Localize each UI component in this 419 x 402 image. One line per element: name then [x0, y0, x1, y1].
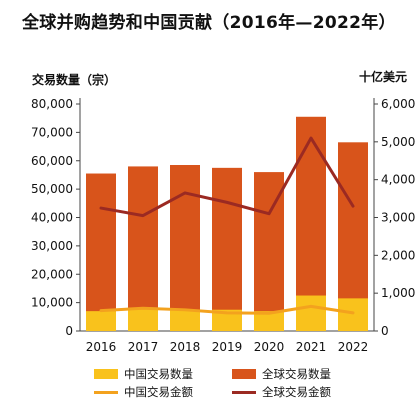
- legend-item-global-value: 全球交易金额: [232, 384, 331, 400]
- left-axis-tick-label: 60,000: [31, 154, 73, 168]
- left-axis-tick-label: 20,000: [31, 267, 73, 281]
- bar-global-count: [170, 165, 200, 331]
- right-axis-tick-label: 6,000: [381, 97, 415, 111]
- left-axis-tick-label: 50,000: [31, 182, 73, 196]
- right-axis-tick-label: 2,000: [381, 248, 415, 262]
- legend-item-china-count: 中国交易数量: [94, 366, 193, 382]
- x-axis-tick-label: 2018: [170, 340, 201, 354]
- line-global-value: [99, 136, 355, 218]
- left-axis-tick-label: 30,000: [31, 239, 73, 253]
- x-axis-tick-label: 2019: [212, 340, 243, 354]
- right-axis-tick-label: 3,000: [381, 211, 415, 225]
- legend-label-global-count: 全球交易数量: [262, 367, 331, 381]
- bar-china-count: [296, 295, 326, 331]
- left-axis-tick-label: 80,000: [31, 97, 73, 111]
- left-axis-title: 交易数量（宗）: [32, 73, 117, 87]
- right-axis-tick-label: 4,000: [381, 173, 415, 187]
- left-axis-tick-label: 0: [65, 324, 73, 338]
- right-axis-tick-label: 1,000: [381, 286, 415, 300]
- x-axis-tick-label: 2021: [296, 340, 327, 354]
- right-axis-tick-label: 0: [381, 324, 389, 338]
- legend-swatch-china-count: [94, 369, 118, 379]
- bar-global-count: [86, 173, 116, 331]
- chart-title: 全球并购趋势和中国贡献（2016年—2022年）: [22, 13, 396, 33]
- legend-swatch-china-value: [94, 390, 118, 394]
- chart-plot: 0 10,000 20,000 30,000 40,000 50,000 60,000 70,…: [31, 97, 415, 354]
- legend-swatch-global-value: [232, 390, 256, 394]
- x-axis-tick-label: 2016: [86, 340, 117, 354]
- bar-global-count: [128, 166, 158, 331]
- x-axis-tick-label: 2022: [338, 340, 369, 354]
- left-axis-tick-label: 40,000: [31, 211, 73, 225]
- bar-china-count: [254, 311, 284, 331]
- legend-label-china-value: 中国交易金额: [124, 385, 193, 399]
- x-axis-tick-label: 2020: [254, 340, 285, 354]
- bar-global-count: [212, 167, 242, 331]
- bar-china-count: [86, 311, 116, 331]
- bar-china-count: [128, 308, 158, 331]
- bar-china-count: [170, 309, 200, 331]
- legend-item-china-value: 中国交易金额: [94, 384, 193, 400]
- legend-swatch-global-count: [232, 369, 256, 379]
- line-china-value: [99, 304, 355, 315]
- right-axis-title: 十亿美元: [358, 70, 407, 84]
- legend-label-global-value: 全球交易金额: [262, 385, 331, 399]
- right-axis-tick-label: 5,000: [381, 135, 415, 149]
- left-axis-tick-label: 70,000: [31, 125, 73, 139]
- legend-item-global-count: 全球交易数量: [232, 366, 331, 382]
- bar-china-count: [338, 298, 368, 331]
- bar-china-count: [212, 309, 242, 331]
- legend-label-china-count: 中国交易数量: [124, 367, 193, 381]
- x-axis-tick-label: 2017: [128, 340, 159, 354]
- left-axis-tick-label: 10,000: [31, 296, 73, 310]
